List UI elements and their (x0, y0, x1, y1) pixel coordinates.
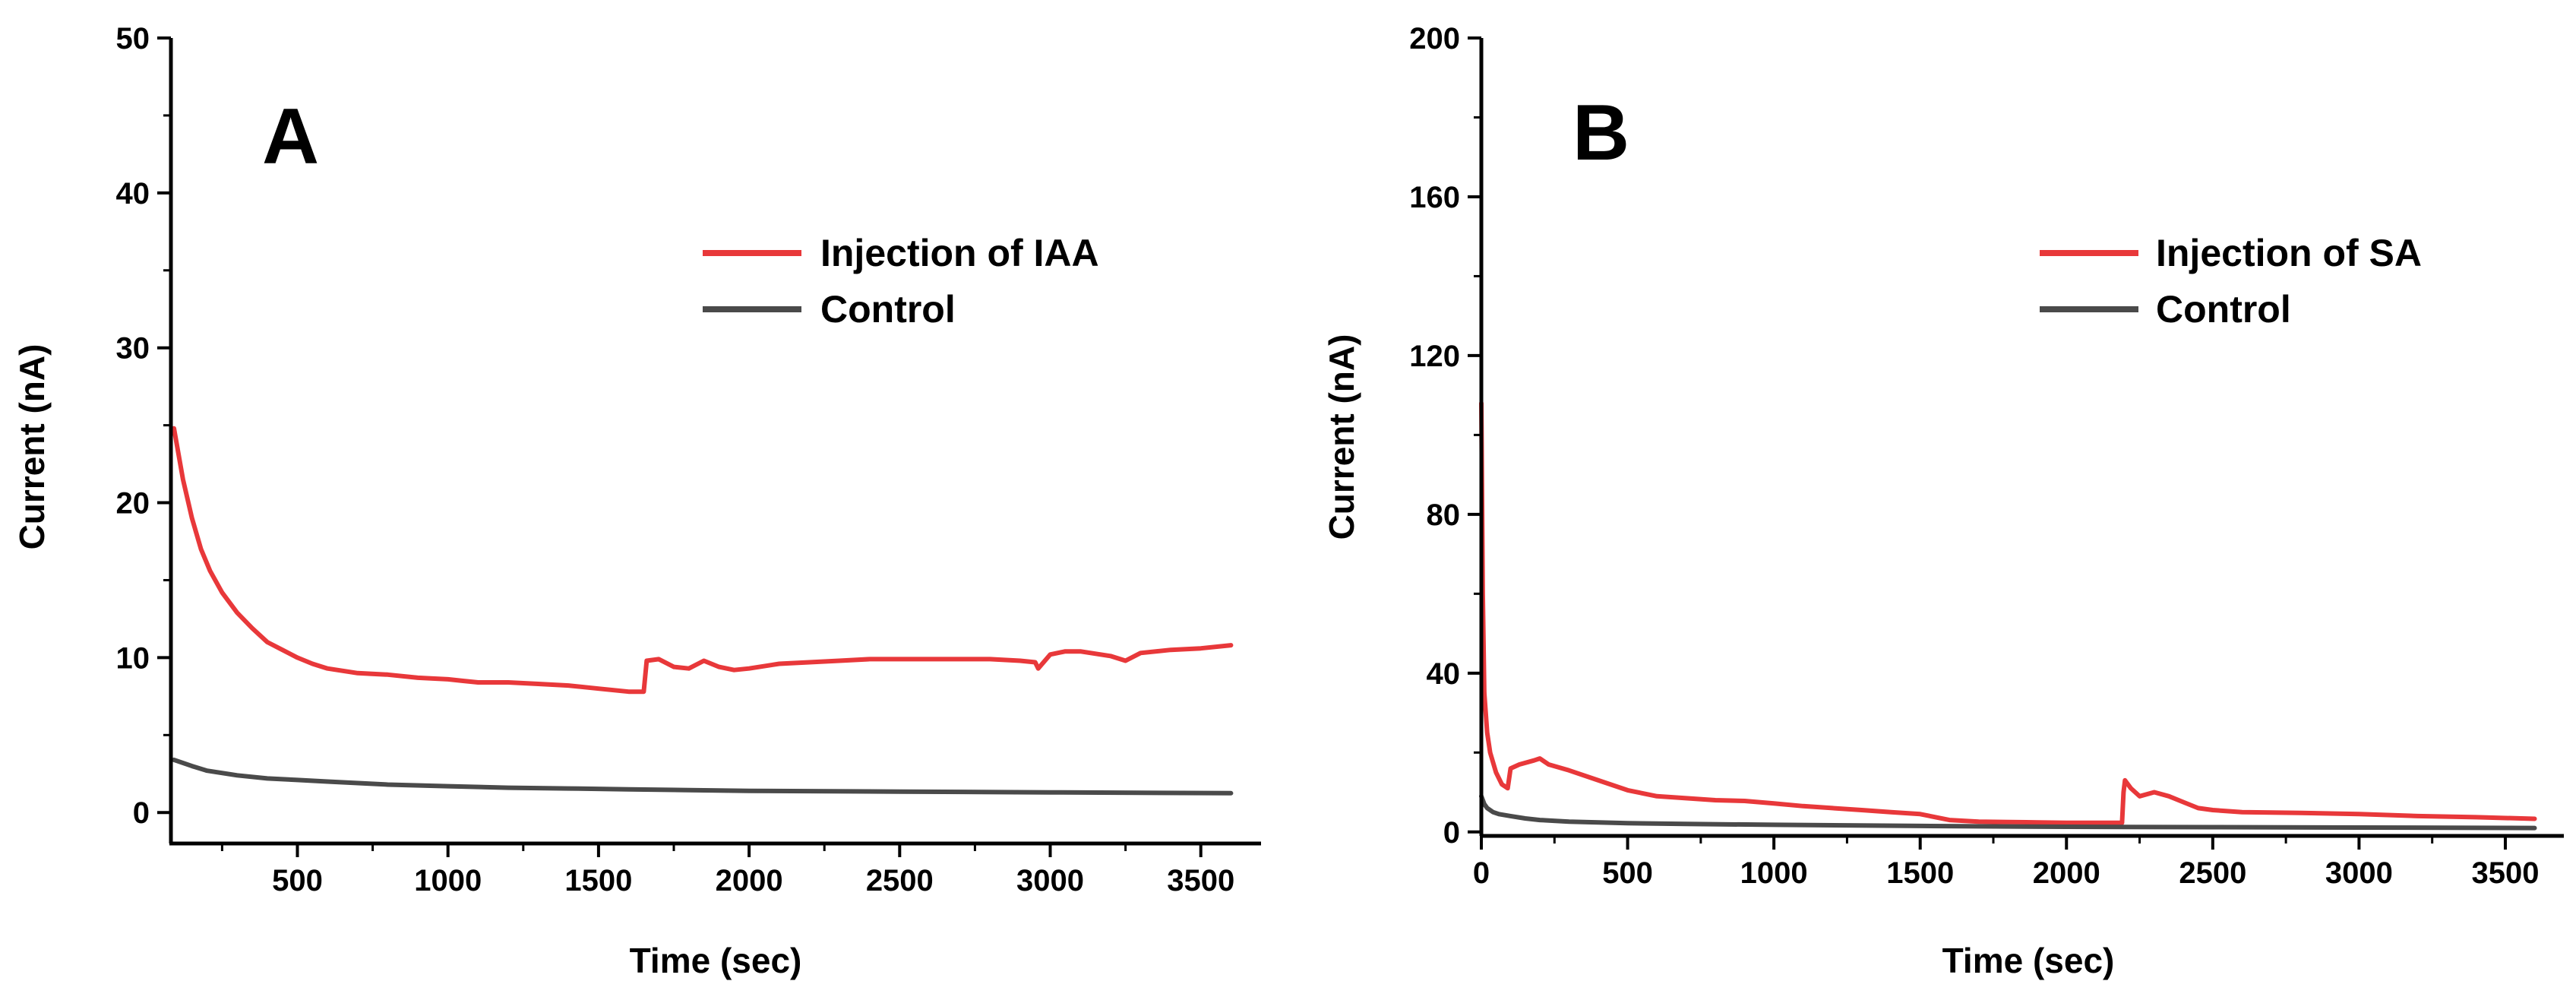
series-line-injection-of-sa (1479, 400, 2537, 825)
x-axis-title: Time (sec) (1942, 941, 2115, 980)
x-tick-label: 1500 (1886, 856, 1954, 890)
x-tick-label: 2500 (2179, 856, 2246, 890)
y-tick-label: 80 (1427, 498, 1461, 532)
x-tick-label: 2000 (2033, 856, 2100, 890)
tick-layer: 0 500 1000 1500 2000 2500 3000 3500 0 40 80 120 160 2… (1409, 22, 2539, 890)
x-tick-label: 0 (1473, 856, 1490, 890)
legend-entry-injection-of-sa: Injection of SA (2040, 232, 2422, 274)
legend-label-control: Control (820, 288, 956, 331)
x-tick-label: 1500 (564, 864, 632, 897)
y-axis-title: Current (nA) (12, 344, 52, 550)
panel-letter: B (1572, 89, 1629, 177)
series-line-control (1479, 793, 2537, 831)
series-line-injection-of-iaa (172, 426, 1234, 695)
legend: Injection of IAA Control (703, 232, 1099, 331)
x-tick-label: 2500 (866, 864, 934, 897)
legend-label-control: Control (2156, 288, 2291, 331)
x-tick-label: 500 (272, 864, 323, 897)
series-layer (172, 426, 1234, 796)
y-tick-label: 10 (116, 641, 150, 675)
x-tick-label: 3500 (2471, 856, 2539, 890)
legend-label-injection-of-sa: Injection of SA (2156, 232, 2422, 274)
x-tick-label: 500 (1602, 856, 1653, 890)
axes-layer (169, 38, 1261, 846)
panel-letter: A (262, 93, 319, 181)
x-tick-label: 1000 (414, 864, 482, 897)
x-tick-label: 3000 (2325, 856, 2393, 890)
y-tick-label: 200 (1409, 22, 1460, 55)
legend-label-injection-of-iaa: Injection of IAA (820, 232, 1099, 274)
y-tick-label: 50 (116, 22, 150, 55)
x-axis-title: Time (sec) (630, 941, 802, 980)
panel-b: 0 500 1000 1500 2000 2500 3000 3500 0 40 80 120 160 2… (1322, 22, 2564, 980)
y-axis-title: Current (nA) (1322, 334, 1361, 540)
axes-layer (1479, 38, 2564, 838)
legend-entry-injection-of-iaa: Injection of IAA (703, 232, 1099, 274)
x-tick-label: 1000 (1740, 856, 1808, 890)
y-tick-label: 0 (1443, 816, 1460, 850)
y-tick-label: 0 (133, 796, 150, 830)
x-tick-label: 3000 (1016, 864, 1084, 897)
y-tick-label: 30 (116, 332, 150, 366)
y-tick-label: 40 (116, 177, 150, 210)
tick-layer: 500 1000 1500 2000 2500 3000 3500 0 10 20 30 40 50 (116, 22, 1235, 897)
y-tick-label: 20 (116, 487, 150, 521)
y-tick-label: 160 (1409, 181, 1460, 214)
legend-entry-control: Control (703, 288, 956, 331)
series-line-control (172, 757, 1234, 796)
legend: Injection of SA Control (2040, 232, 2422, 331)
y-tick-label: 40 (1427, 657, 1461, 691)
legend-entry-control: Control (2040, 288, 2291, 331)
x-tick-label: 2000 (716, 864, 783, 897)
series-layer (1479, 400, 2537, 831)
panel-a: 500 1000 1500 2000 2500 3000 3500 0 10 20 30 40 50 A… (12, 22, 1261, 980)
y-tick-label: 120 (1409, 340, 1460, 373)
x-tick-label: 3500 (1167, 864, 1234, 897)
